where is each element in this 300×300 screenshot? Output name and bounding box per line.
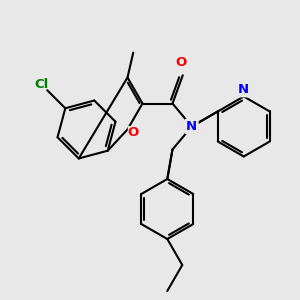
Text: N: N	[238, 83, 249, 96]
Text: O: O	[128, 126, 139, 139]
Text: Cl: Cl	[35, 78, 49, 92]
Text: N: N	[186, 120, 197, 133]
Text: O: O	[176, 56, 187, 69]
